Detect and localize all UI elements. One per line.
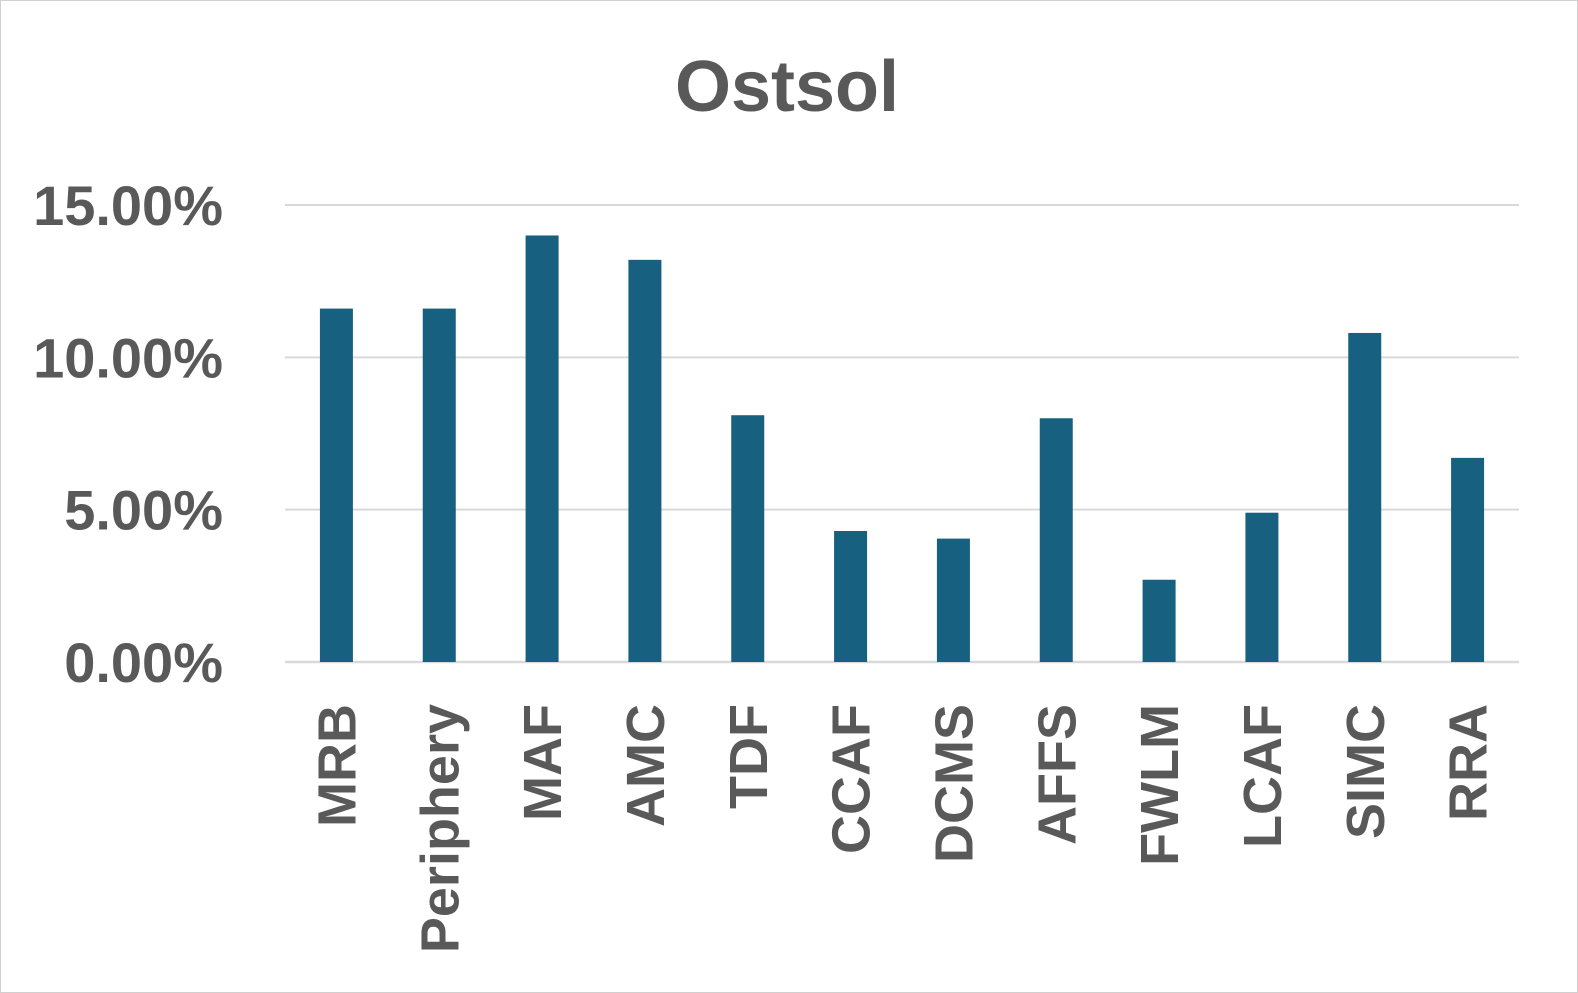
bar-fwlm xyxy=(1142,579,1176,662)
x-category-label: CCAF xyxy=(822,704,882,854)
y-tick-label: 10.00% xyxy=(33,326,223,389)
bar-rra xyxy=(1451,457,1485,662)
y-tick-label: 15.00% xyxy=(33,174,223,237)
bar-lcaf xyxy=(1245,512,1279,662)
bar-periphery xyxy=(422,308,456,662)
x-category-label: TDF xyxy=(719,704,779,809)
x-category-label: MRB xyxy=(307,704,367,827)
bar-mrb xyxy=(319,308,353,662)
gridlines xyxy=(285,204,1519,664)
x-axis-category-labels: MRB Periphery MAF AMC TDF CCAF DCMS AFFS FWLM LCA… xyxy=(307,704,1498,953)
y-tick-label: 0.00% xyxy=(64,631,223,694)
x-category-label: RRA xyxy=(1439,704,1499,821)
x-category-label: FWLM xyxy=(1130,704,1190,866)
x-category-label: LCAF xyxy=(1233,704,1293,848)
bar-affs xyxy=(1039,418,1073,662)
bar-tdf xyxy=(731,415,765,662)
bar-maf xyxy=(525,235,559,662)
x-category-label: MAF xyxy=(513,704,573,821)
bar-ccaf xyxy=(834,530,868,662)
x-category-label: DCMS xyxy=(924,704,984,863)
x-category-label: Periphery xyxy=(410,704,470,953)
bar-dcms xyxy=(936,538,970,662)
x-category-label: AFFS xyxy=(1027,704,1087,845)
bar-simc xyxy=(1348,332,1382,662)
y-axis-tick-labels: 0.00% 5.00% 10.00% 15.00% xyxy=(33,174,223,694)
bars xyxy=(319,235,1485,662)
x-category-label: AMC xyxy=(616,704,676,827)
y-tick-label: 5.00% xyxy=(64,479,223,542)
chart-title: Ostsol xyxy=(675,47,899,127)
bar-amc xyxy=(628,259,662,662)
x-category-label: SIMC xyxy=(1336,704,1396,839)
